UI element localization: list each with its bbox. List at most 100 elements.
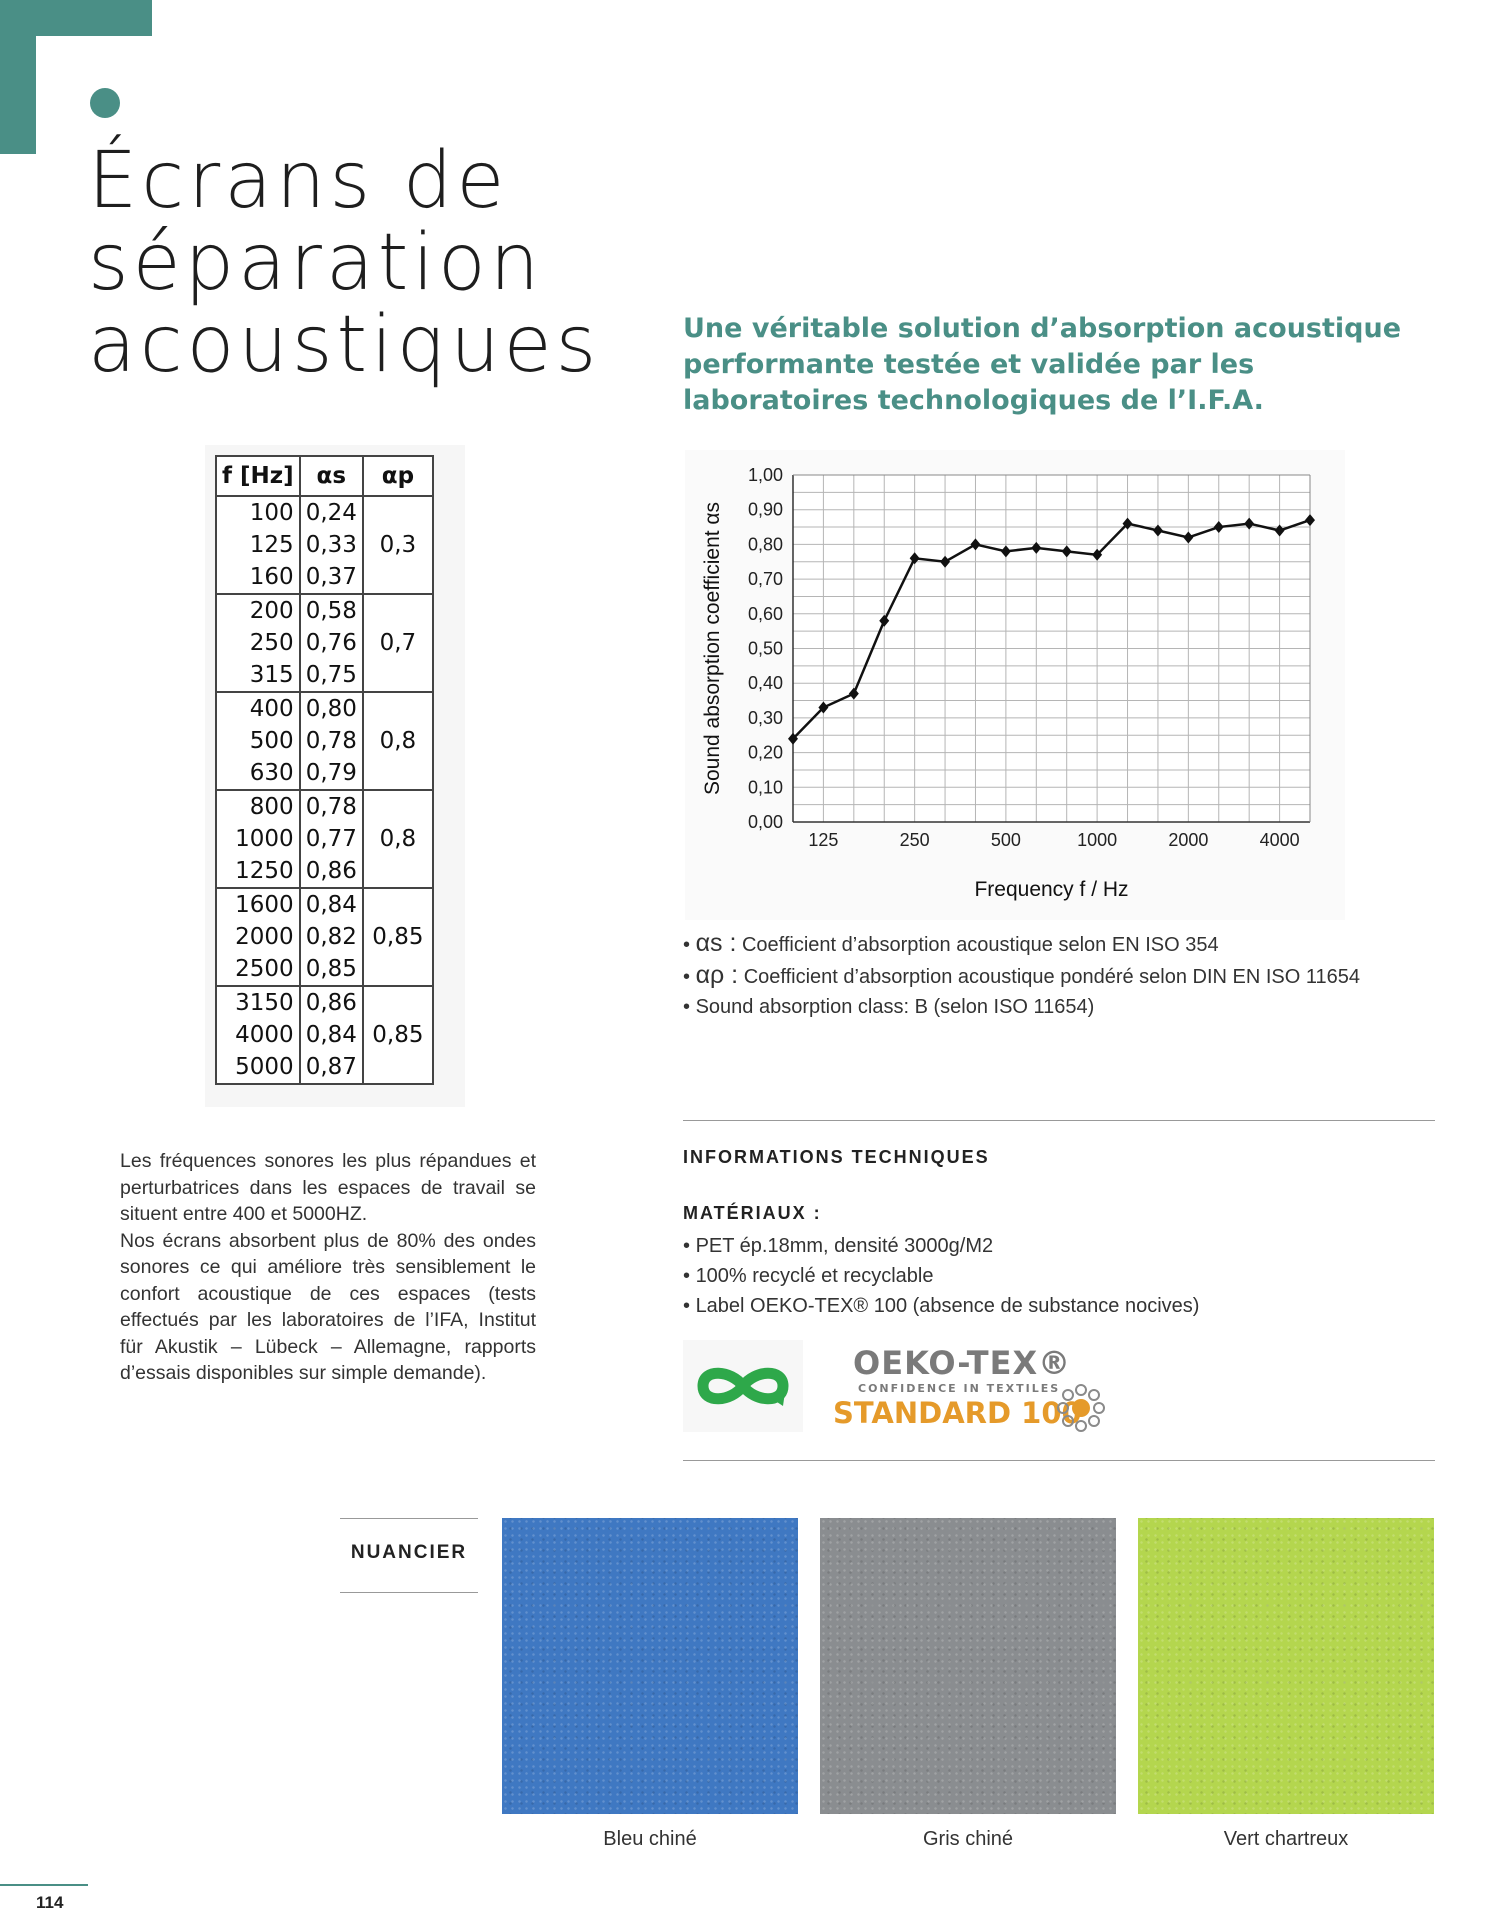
flower-seal-icon <box>1057 1384 1105 1432</box>
table-row: 400 0,80 0,8 <box>215 692 434 791</box>
y-tick-label: 0,10 <box>748 777 783 797</box>
header-alpha-p: αp <box>361 455 434 497</box>
list-item-text: 100% recyclé et recyclable <box>695 1265 934 1287</box>
cell-alpha-s: 0,85 <box>298 953 364 987</box>
table-row: 160 0,37 <box>215 561 433 595</box>
page-number-rule <box>0 1884 88 1886</box>
y-tick-label: 0,60 <box>748 604 783 624</box>
infinity-recycle-icon <box>683 1340 803 1432</box>
data-point <box>879 614 890 627</box>
data-point <box>1122 517 1133 530</box>
page-title: Écrans de séparation acoustiques <box>88 140 648 386</box>
x-tick-label: 1000 <box>1077 830 1117 850</box>
cell-alpha-s: 0,84 <box>298 888 364 921</box>
y-tick-label: 0,40 <box>748 673 783 693</box>
swatch-label-bleu: Bleu chiné <box>603 1828 697 1850</box>
data-point <box>788 732 798 745</box>
cell-alpha-s: 0,86 <box>298 855 364 889</box>
materials-heading: MATÉRIAUX : <box>683 1203 822 1223</box>
list-item: • Label OEKO-TEX® 100 (absence de substa… <box>683 1295 1200 1317</box>
legend-item: • αs : Coefficient d’absorption acoustiq… <box>683 929 1219 957</box>
swatch-label-vert: Vert chartreux <box>1223 1828 1349 1850</box>
table-header-row: f [Hz] αs αp <box>215 455 434 497</box>
title-line-1: Écrans de <box>88 136 509 226</box>
header-alpha-s: αs <box>298 455 364 497</box>
cell-frequency: 100 <box>215 496 301 529</box>
nuancier-label: NUANCIER <box>350 1542 468 1563</box>
cell-frequency: 800 <box>215 790 301 823</box>
table-row: 2500 0,85 <box>215 953 433 987</box>
cell-frequency: 500 <box>215 725 301 757</box>
data-point <box>909 552 920 565</box>
cell-frequency: 2000 <box>215 921 301 953</box>
cell-frequency: 5000 <box>215 1051 301 1085</box>
divider <box>683 1120 1435 1121</box>
cell-frequency: 160 <box>215 561 301 595</box>
cell-frequency: 1000 <box>215 823 301 855</box>
oeko-tex-logo: OEKO-TEX® CONFIDENCE IN TEXTILES STANDAR… <box>833 1340 1123 1432</box>
oeko-tex-name: OEKO-TEX® <box>853 1344 1072 1382</box>
swatch-bleu <box>502 1518 798 1814</box>
y-tick-label: 1,00 <box>748 465 783 485</box>
cell-alpha-p: 0,7 <box>361 594 434 693</box>
x-tick-label: 250 <box>900 830 930 850</box>
list-item: • 100% recyclé et recyclable <box>683 1265 934 1287</box>
oeko-tex-standard: STANDARD 100 <box>833 1396 1082 1430</box>
oeko-tex-tagline: CONFIDENCE IN TEXTILES <box>858 1382 1061 1395</box>
data-point <box>970 538 981 551</box>
cell-alpha-s: 0,76 <box>298 627 364 659</box>
cell-alpha-s: 0,24 <box>298 496 364 529</box>
divider <box>340 1592 478 1593</box>
materials-list: • PET ép.18mm, densité 3000g/M2 • 100% r… <box>683 1231 1443 1321</box>
y-tick-label: 0,90 <box>748 500 783 520</box>
x-tick-label: 2000 <box>1168 830 1208 850</box>
cell-alpha-p: 0,85 <box>361 986 434 1085</box>
paragraph: Nos écrans absorbent plus de 80% des ond… <box>120 1229 536 1385</box>
data-point <box>848 687 859 700</box>
y-tick-label: 0,00 <box>748 812 783 832</box>
y-axis-label: Sound absorption coefficient αs <box>701 502 724 795</box>
table-row: 2000 0,82 <box>215 921 433 953</box>
accent-dot <box>90 88 120 118</box>
table-row: 800 0,78 0,8 <box>215 790 434 889</box>
swatch-vert <box>1138 1518 1434 1814</box>
data-point <box>1061 545 1072 558</box>
certification-logos: OEKO-TEX® CONFIDENCE IN TEXTILES STANDAR… <box>683 1340 1113 1432</box>
data-point <box>1274 524 1285 537</box>
cell-frequency: 1600 <box>215 888 301 921</box>
table-row: 1000 0,77 <box>215 823 433 855</box>
cell-alpha-s: 0,86 <box>298 986 364 1019</box>
legend-text: Coefficient d’absorption acoustique pond… <box>738 966 1361 988</box>
legend-text: Sound absorption class: B (selon ISO 116… <box>695 996 1095 1018</box>
table-row: 1600 0,84 0,85 <box>215 888 434 987</box>
cell-frequency: 4000 <box>215 1019 301 1051</box>
x-axis-label: Frequency f / Hz <box>974 878 1128 901</box>
table-row: 125 0,33 <box>215 529 433 561</box>
legend-symbol: αs : <box>695 929 737 957</box>
x-tick-label: 500 <box>991 830 1021 850</box>
cell-alpha-s: 0,77 <box>298 823 364 855</box>
data-point <box>1305 514 1315 527</box>
cell-alpha-p: 0,8 <box>361 692 434 791</box>
legend-item: • αρ : Coefficient d’absorption acoustiq… <box>683 961 1361 989</box>
data-point <box>1213 521 1224 534</box>
table-row: 1250 0,86 <box>215 855 433 889</box>
title-line-2: séparation <box>88 218 544 308</box>
cell-alpha-s: 0,78 <box>298 725 364 757</box>
cell-frequency: 200 <box>215 594 301 627</box>
cell-frequency: 3150 <box>215 986 301 1019</box>
cell-frequency: 400 <box>215 692 301 725</box>
title-line-3: acoustiques <box>88 300 601 390</box>
cell-alpha-s: 0,75 <box>298 659 364 693</box>
series-line <box>792 518 1311 740</box>
cell-alpha-s: 0,79 <box>298 757 364 791</box>
cell-alpha-s: 0,33 <box>298 529 364 561</box>
swatch-gris <box>820 1518 1116 1814</box>
x-tick-label: 4000 <box>1260 830 1300 850</box>
cell-frequency: 315 <box>215 659 301 693</box>
page-number: 114 <box>36 1893 64 1912</box>
cell-frequency: 1250 <box>215 855 301 889</box>
table-row: 315 0,75 <box>215 659 433 693</box>
x-tick-label: 125 <box>808 830 838 850</box>
cell-alpha-s: 0,84 <box>298 1019 364 1051</box>
